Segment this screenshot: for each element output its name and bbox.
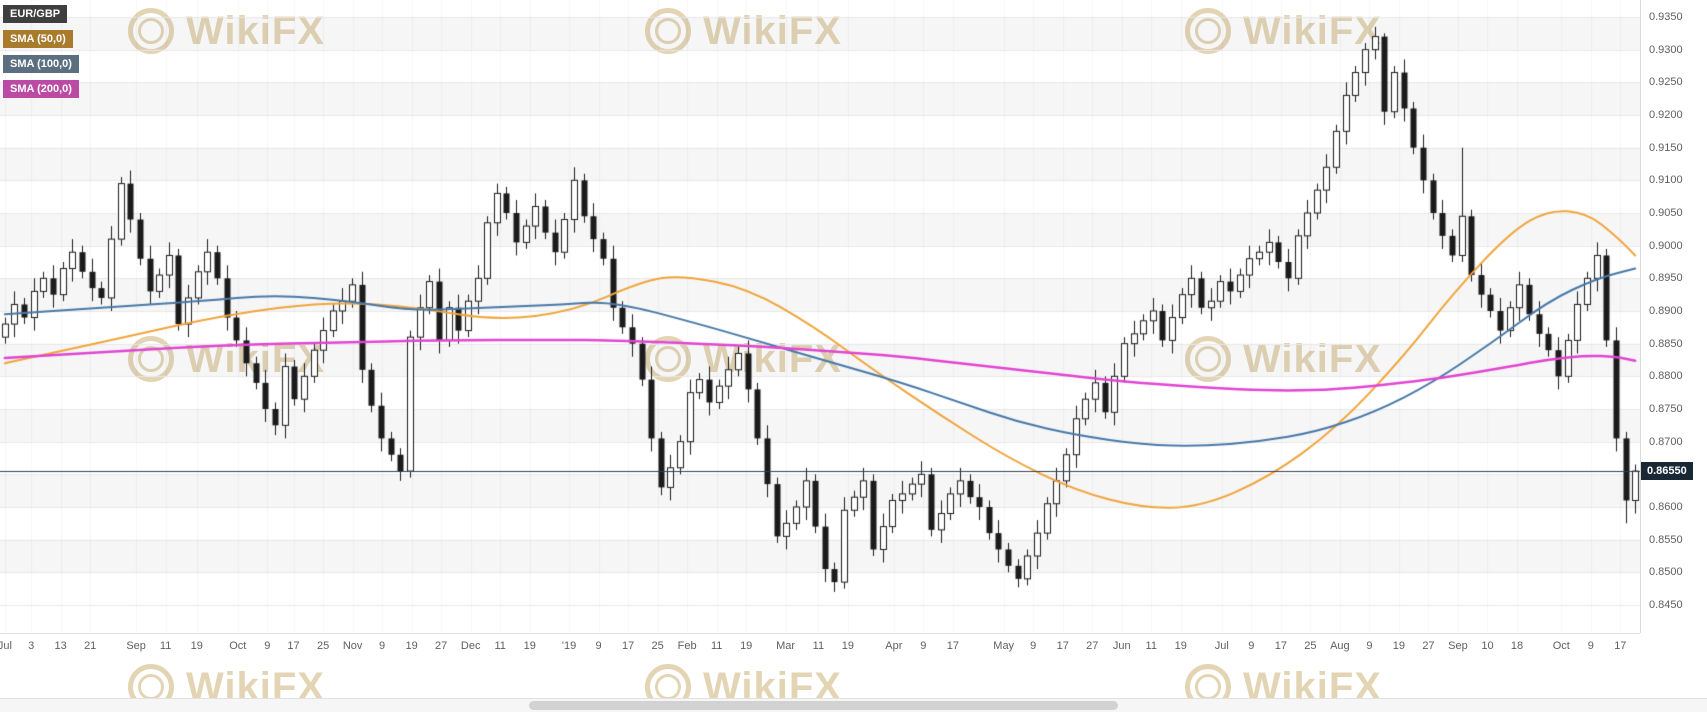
time-axis-label: 17 — [287, 640, 300, 652]
time-axis-label: 17 — [1274, 640, 1287, 652]
time-axis-label: 9 — [1366, 640, 1373, 652]
time-axis-label: Oct — [1552, 640, 1570, 652]
time-axis-label: Jun — [1112, 640, 1131, 652]
price-axis-label: 0.9000 — [1649, 239, 1683, 252]
time-axis-label: 17 — [1614, 640, 1627, 652]
time-axis-label: 9 — [595, 640, 602, 652]
sma50-badge[interactable]: SMA (50,0) — [3, 30, 73, 48]
legend: EUR/GBP SMA (50,0) SMA (100,0) SMA (200,… — [3, 5, 79, 98]
time-axis-label: May — [993, 640, 1015, 652]
price-axis-label: 0.8600 — [1649, 501, 1683, 513]
time-axis-label: 3 — [28, 640, 35, 652]
price-axis-label: 0.8950 — [1649, 272, 1683, 285]
time-axis-label: 9 — [1248, 640, 1255, 652]
chart-plot-area[interactable]: EUR/GBP SMA (50,0) SMA (100,0) SMA (200,… — [0, 0, 1640, 633]
time-axis-label: Aug — [1330, 640, 1350, 652]
price-axis-label: 0.8850 — [1649, 337, 1683, 350]
last-price-badge: 0.86550 — [1641, 462, 1693, 481]
time-axis-label: 11 — [1145, 640, 1157, 652]
time-axis-label: 25 — [1304, 640, 1317, 652]
price-axis-label: 0.8900 — [1649, 305, 1683, 317]
sma200-badge[interactable]: SMA (200,0) — [3, 80, 79, 98]
time-axis-label: 9 — [1030, 640, 1037, 652]
price-axis-label: 0.9150 — [1649, 141, 1683, 154]
time-axis-label: Nov — [342, 640, 363, 652]
price-axis-label: 0.8500 — [1649, 566, 1683, 579]
price-axis-label: 0.8550 — [1649, 533, 1683, 546]
time-axis-label: 10 — [1481, 640, 1494, 652]
sma100-badge[interactable]: SMA (100,0) — [3, 55, 79, 73]
time-axis-label: Sep — [1448, 640, 1468, 652]
price-axis-label: 0.8450 — [1649, 599, 1683, 611]
price-axis[interactable]: 0.86550 0.9350 0.9300 0.9250 0.9200 0.9150 0.… — [1640, 0, 1707, 633]
time-axis-label: 11 — [812, 640, 825, 652]
time-axis-label: 19 — [523, 640, 536, 652]
symbol-badge[interactable]: EUR/GBP — [3, 5, 68, 23]
time-axis-label: 19 — [841, 640, 854, 652]
time-axis-label: 25 — [651, 640, 664, 652]
price-axis-label: 0.9050 — [1649, 207, 1683, 219]
time-axis-label: 9 — [264, 640, 271, 652]
time-axis-label: 25 — [316, 640, 330, 652]
time-axis-label: 18 — [1510, 640, 1524, 652]
time-axis-label: 19 — [1174, 640, 1187, 652]
time-axis-label: Jul — [0, 640, 12, 652]
price-axis-label: 0.8700 — [1649, 435, 1683, 448]
time-axis-label: 17 — [621, 640, 635, 652]
price-axis-label: 0.9250 — [1649, 76, 1683, 89]
horizontal-scrollbar[interactable] — [0, 698, 1707, 712]
time-axis-label: 9 — [920, 640, 927, 652]
price-axis-label: 0.8750 — [1649, 403, 1683, 415]
time-axis-label: Apr — [885, 640, 903, 652]
time-axis-label: 9 — [1587, 640, 1594, 652]
time-axis-label: 19 — [740, 640, 753, 652]
time-axis-label: Dec — [460, 640, 481, 652]
time-axis-label: 27 — [1422, 640, 1435, 652]
price-axis-label: 0.8800 — [1649, 370, 1683, 383]
time-axis-label: Sep — [126, 640, 146, 652]
price-axis-label: 0.9300 — [1649, 43, 1683, 56]
time-axis-label: 19 — [405, 640, 418, 652]
time-axis-label: '19 — [561, 640, 577, 652]
time-axis-label: Jul — [1214, 640, 1229, 652]
price-canvas[interactable] — [0, 0, 1640, 633]
time-axis-label: 9 — [379, 640, 386, 652]
scrollbar-thumb[interactable] — [529, 701, 1119, 710]
time-axis-label: 19 — [190, 640, 203, 652]
time-axis-label: Feb — [677, 640, 697, 652]
time-axis-label: 27 — [1086, 640, 1099, 652]
time-axis-label: Oct — [229, 640, 247, 652]
time-axis-label: Mar — [776, 640, 796, 652]
time-axis-label: 19 — [1392, 640, 1406, 652]
time-axis-label: 21 — [84, 640, 97, 652]
time-axis-label: 17 — [1056, 640, 1069, 652]
time-axis-label: 11 — [710, 640, 723, 652]
time-axis[interactable]: Jul 3 13 21 Sep 11 19 Oct 9 17 25 Nov 9 19 27 Dec 11 19 '1… — [0, 633, 1640, 661]
price-axis-label: 0.9100 — [1649, 174, 1683, 187]
time-axis-label: 13 — [54, 640, 67, 652]
time-axis-label: 11 — [159, 640, 172, 652]
time-axis-label: 17 — [946, 640, 959, 652]
time-axis-label: 11 — [494, 640, 506, 652]
price-axis-label: 0.9350 — [1649, 11, 1683, 23]
time-axis-label: 27 — [435, 640, 448, 652]
price-axis-label: 0.9200 — [1649, 109, 1683, 121]
